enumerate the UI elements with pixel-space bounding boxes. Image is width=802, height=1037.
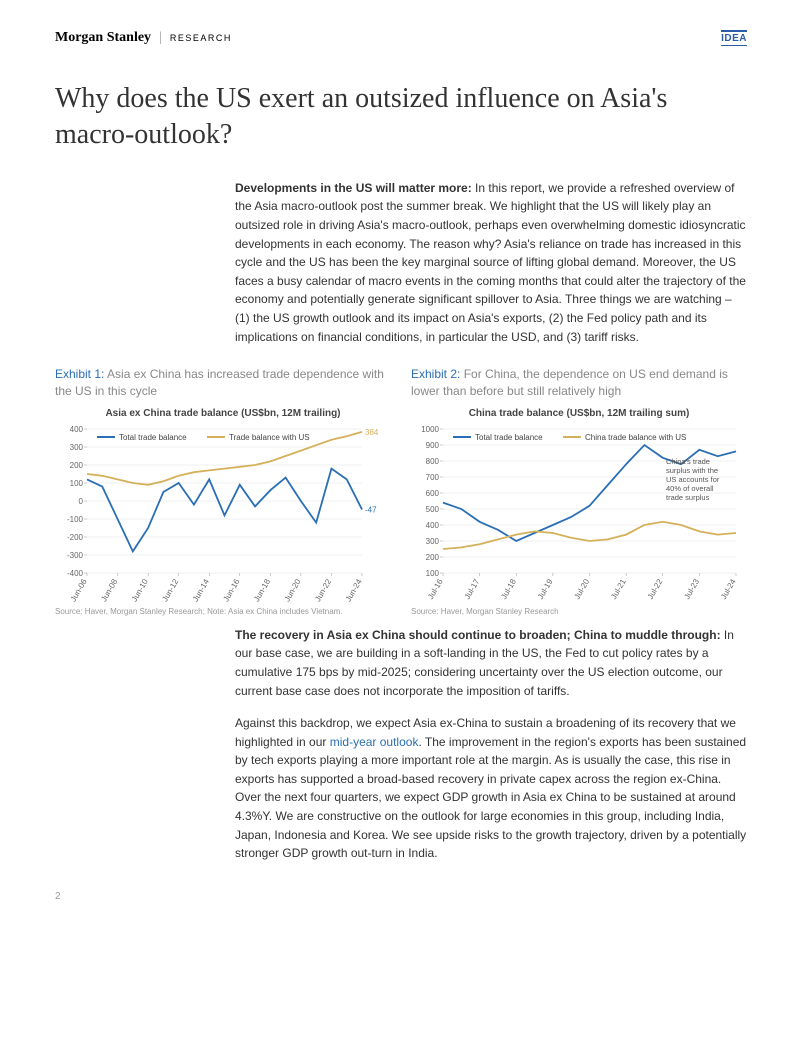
exhibit-2-source: Source: Haver, Morgan Stanley Research [411,607,747,616]
intro-block: Developments in the US will matter more:… [235,179,747,346]
svg-text:-100: -100 [67,515,84,524]
svg-text:800: 800 [426,457,440,466]
page-number: 2 [55,891,61,902]
para3-post: . The improvement in the region's export… [235,735,746,861]
svg-text:Total trade balance: Total trade balance [475,433,543,442]
svg-text:300: 300 [426,537,440,546]
svg-text:200: 200 [70,461,84,470]
svg-text:Jun-06: Jun-06 [69,577,89,603]
idea-badge: IDEA [721,30,747,46]
svg-text:Jul-17: Jul-17 [463,577,482,601]
svg-text:Jun-12: Jun-12 [160,577,180,603]
svg-text:100: 100 [426,569,440,578]
svg-text:200: 200 [426,553,440,562]
intro-body: In this report, we provide a refreshed o… [235,181,746,344]
page-header: Morgan Stanley | RESEARCH IDEA [55,30,747,46]
svg-text:600: 600 [426,489,440,498]
exhibit-1-source: Source: Haver, Morgan Stanley Research; … [55,607,391,616]
svg-text:500: 500 [426,505,440,514]
svg-text:trade surplus: trade surplus [666,493,710,502]
svg-text:surplus with the: surplus with the [666,466,718,475]
brand-separator: | [159,30,162,46]
svg-text:Jul-16: Jul-16 [426,577,445,601]
para2-lead: The recovery in Asia ex China should con… [235,628,721,642]
intro-lead: Developments in the US will matter more: [235,181,472,195]
brand-name: Morgan Stanley [55,30,151,46]
exhibit-1-label: Exhibit 1: Asia ex China has increased t… [55,366,391,400]
exhibit-2-chart: 100 200 300 400 500 600 700 800 900 1000 Jul-16 Jul… [411,423,746,603]
svg-text:700: 700 [426,473,440,482]
svg-text:Jun-24: Jun-24 [344,577,364,603]
svg-text:400: 400 [70,425,84,434]
exhibit-1-chart: -400 -300 -200 -100 0 100 200 300 400 Jun-06 Jun-0… [55,423,390,603]
svg-text:1000: 1000 [421,425,439,434]
brand-block: Morgan Stanley | RESEARCH [55,30,232,46]
svg-text:100: 100 [70,479,84,488]
svg-text:384: 384 [365,428,379,437]
svg-text:Jul-19: Jul-19 [536,577,555,601]
svg-text:Jul-24: Jul-24 [719,577,738,601]
svg-text:Jun-20: Jun-20 [283,577,303,603]
svg-text:China trade balance with US: China trade balance with US [585,433,686,442]
exhibit-1-num: Exhibit 1: [55,367,104,381]
svg-text:Total trade balance: Total trade balance [119,433,187,442]
svg-text:Jun-10: Jun-10 [130,577,150,603]
svg-text:US accounts for: US accounts for [666,475,720,484]
exhibit-2-num: Exhibit 2: [411,367,460,381]
brand-sublabel: RESEARCH [170,33,232,43]
svg-text:China's trade: China's trade [666,457,710,466]
body-block-2: The recovery in Asia ex China should con… [235,626,747,863]
mid-year-outlook-link[interactable]: mid-year outlook [330,735,419,749]
exhibit-1: Exhibit 1: Asia ex China has increased t… [55,366,391,616]
svg-text:-400: -400 [67,569,84,578]
exhibit-1-chart-title: Asia ex China trade balance (US$bn, 12M … [55,408,391,419]
svg-text:Jul-18: Jul-18 [499,577,518,601]
exhibit-2-chart-title: China trade balance (US$bn, 12M trailing… [411,408,747,419]
svg-text:Jul-22: Jul-22 [646,577,665,601]
svg-text:-300: -300 [67,551,84,560]
paragraph-3: Against this backdrop, we expect Asia ex… [235,714,747,863]
svg-text:0: 0 [79,497,84,506]
charts-row: Exhibit 1: Asia ex China has increased t… [55,366,747,616]
intro-paragraph: Developments in the US will matter more:… [235,179,747,346]
svg-text:40% of overall: 40% of overall [666,484,714,493]
page-title: Why does the US exert an outsized influe… [55,81,747,154]
svg-text:300: 300 [70,443,84,452]
svg-text:Jul-20: Jul-20 [573,577,592,601]
svg-text:Jun-08: Jun-08 [99,577,119,603]
svg-text:Jun-16: Jun-16 [221,577,241,603]
svg-text:-200: -200 [67,533,84,542]
svg-text:Jul-23: Jul-23 [682,577,701,601]
svg-text:900: 900 [426,441,440,450]
svg-text:-47: -47 [365,505,377,514]
svg-text:Trade balance with US: Trade balance with US [229,433,310,442]
exhibit-2-label: Exhibit 2: For China, the dependence on … [411,366,747,400]
svg-text:Jul-21: Jul-21 [609,577,628,601]
svg-text:Jun-14: Jun-14 [191,577,211,603]
svg-text:400: 400 [426,521,440,530]
svg-text:Jun-22: Jun-22 [313,577,333,603]
exhibit-2: Exhibit 2: For China, the dependence on … [411,366,747,616]
exhibit-1-title: Asia ex China has increased trade depend… [55,367,384,398]
svg-text:Jun-18: Jun-18 [252,577,272,603]
paragraph-2: The recovery in Asia ex China should con… [235,626,747,700]
